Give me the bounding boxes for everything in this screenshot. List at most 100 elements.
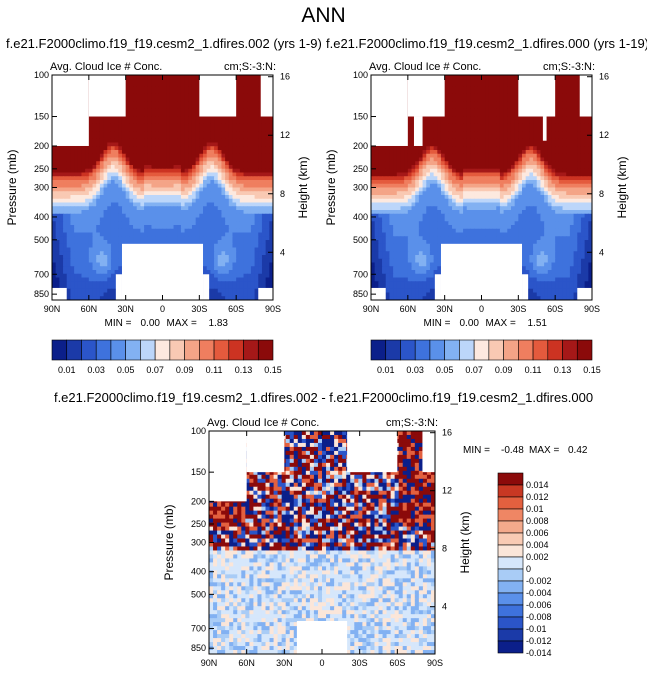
- heatmap-cell: [77, 161, 83, 166]
- heatmap-cell: [107, 270, 112, 275]
- heatmap-cell: [232, 296, 237, 300]
- heatmap-cell: [133, 78, 138, 84]
- heatmap-cell: [269, 206, 273, 211]
- heatmap-cell: [217, 247, 223, 252]
- heatmap-cell: [396, 146, 402, 151]
- heatmap-cell: [77, 225, 83, 230]
- heatmap-cell: [180, 195, 186, 200]
- heatmap-cell: [452, 150, 457, 155]
- heatmap-cell: [239, 97, 245, 102]
- heatmap-cell: [173, 93, 178, 99]
- heatmap-cell: [147, 142, 153, 147]
- heatmap-cell: [147, 127, 153, 132]
- heatmap-cell: [55, 243, 60, 249]
- heatmap-cell: [99, 131, 105, 136]
- heatmap-cell: [74, 195, 79, 200]
- heatmap-cell: [474, 90, 479, 95]
- heatmap-cell: [444, 131, 449, 136]
- heatmap-cell: [250, 93, 256, 99]
- heatmap-cell: [243, 262, 248, 267]
- heatmap-cell: [110, 172, 116, 177]
- heatmap-cell: [250, 97, 256, 102]
- heatmap-cell: [558, 116, 564, 121]
- heatmap-cell: [191, 138, 197, 144]
- heatmap-cell: [258, 183, 263, 189]
- heatmap-cell: [477, 108, 483, 114]
- heatmap-cell: [177, 191, 182, 196]
- heatmap-cell: [125, 210, 130, 215]
- heatmap-cell: [455, 112, 460, 117]
- heatmap-cell: [254, 198, 259, 204]
- heatmap-cell: [448, 90, 453, 95]
- heatmap-cell: [173, 206, 178, 211]
- heatmap-cell: [129, 112, 134, 117]
- heatmap-cell: [169, 86, 175, 91]
- heatmap-cell: [85, 296, 90, 300]
- heatmap-cell: [66, 206, 72, 211]
- heatmap-cell: [440, 123, 446, 129]
- heatmap-cell: [203, 243, 208, 249]
- heatmap-cell: [225, 281, 230, 286]
- heatmap-cell: [488, 86, 494, 91]
- heatmap-cell: [265, 255, 270, 260]
- heatmap-cell: [166, 93, 171, 99]
- heatmap-cell: [88, 277, 94, 282]
- heatmap-cell: [188, 93, 193, 99]
- heatmap-cell: [169, 213, 175, 219]
- heatmap-cell: [99, 202, 105, 207]
- heatmap-cell: [254, 120, 259, 125]
- heatmap-cell: [133, 217, 138, 222]
- heatmap-cell: [81, 277, 86, 282]
- heatmap-cell: [250, 161, 256, 166]
- heatmap-cell: [459, 127, 464, 132]
- heatmap-cell: [474, 82, 479, 87]
- heatmap-cell: [158, 90, 164, 95]
- heatmap-cell: [503, 75, 508, 80]
- heatmap-cell: [422, 116, 427, 121]
- heatmap-cell: [440, 127, 446, 132]
- heatmap-cell: [59, 183, 64, 189]
- heatmap-cell: [210, 161, 215, 166]
- heatmap-cell: [573, 108, 578, 114]
- heatmap-cell: [265, 232, 270, 237]
- heatmap-cell: [547, 127, 553, 132]
- heatmap-cell: [452, 131, 457, 136]
- heatmap-cell: [191, 153, 197, 159]
- heatmap-cell: [96, 146, 101, 151]
- heatmap-cell: [59, 168, 64, 174]
- heatmap-cell: [66, 221, 72, 226]
- heatmap-cell: [66, 180, 72, 185]
- heatmap-cell: [136, 195, 141, 200]
- heatmap-cell: [158, 101, 164, 106]
- heatmap-cell: [96, 120, 101, 125]
- heatmap-cell: [250, 296, 256, 300]
- heatmap-cell: [555, 112, 560, 117]
- heatmap-cell: [147, 172, 153, 177]
- heatmap-cell: [536, 157, 542, 162]
- heatmap-cell: [239, 187, 245, 192]
- heatmap-cell: [580, 123, 586, 129]
- heatmap-cell: [99, 187, 105, 192]
- heatmap-cell: [129, 153, 134, 159]
- heatmap-cell: [503, 116, 508, 121]
- heatmap-cell: [118, 116, 123, 121]
- heatmap-cell: [496, 138, 501, 144]
- heatmap-cell: [103, 135, 108, 140]
- heatmap-cell: [371, 161, 376, 166]
- heatmap-cell: [77, 236, 83, 241]
- heatmap-cell: [407, 123, 413, 129]
- main-title: ANN: [301, 4, 346, 27]
- heatmap-cell: [225, 255, 230, 260]
- heatmap-cell: [573, 153, 578, 159]
- heatmap-cell: [533, 116, 538, 121]
- heatmap-cell: [55, 281, 60, 286]
- heatmap-cell: [440, 138, 446, 144]
- heatmap-cell: [136, 183, 141, 189]
- heatmap-cell: [203, 165, 208, 170]
- heatmap-cell: [239, 127, 245, 132]
- heatmap-cell: [155, 105, 160, 110]
- heatmap-cell: [463, 78, 468, 84]
- heatmap-cell: [232, 270, 237, 275]
- heatmap-cell: [444, 127, 449, 132]
- heatmap-cell: [269, 172, 273, 177]
